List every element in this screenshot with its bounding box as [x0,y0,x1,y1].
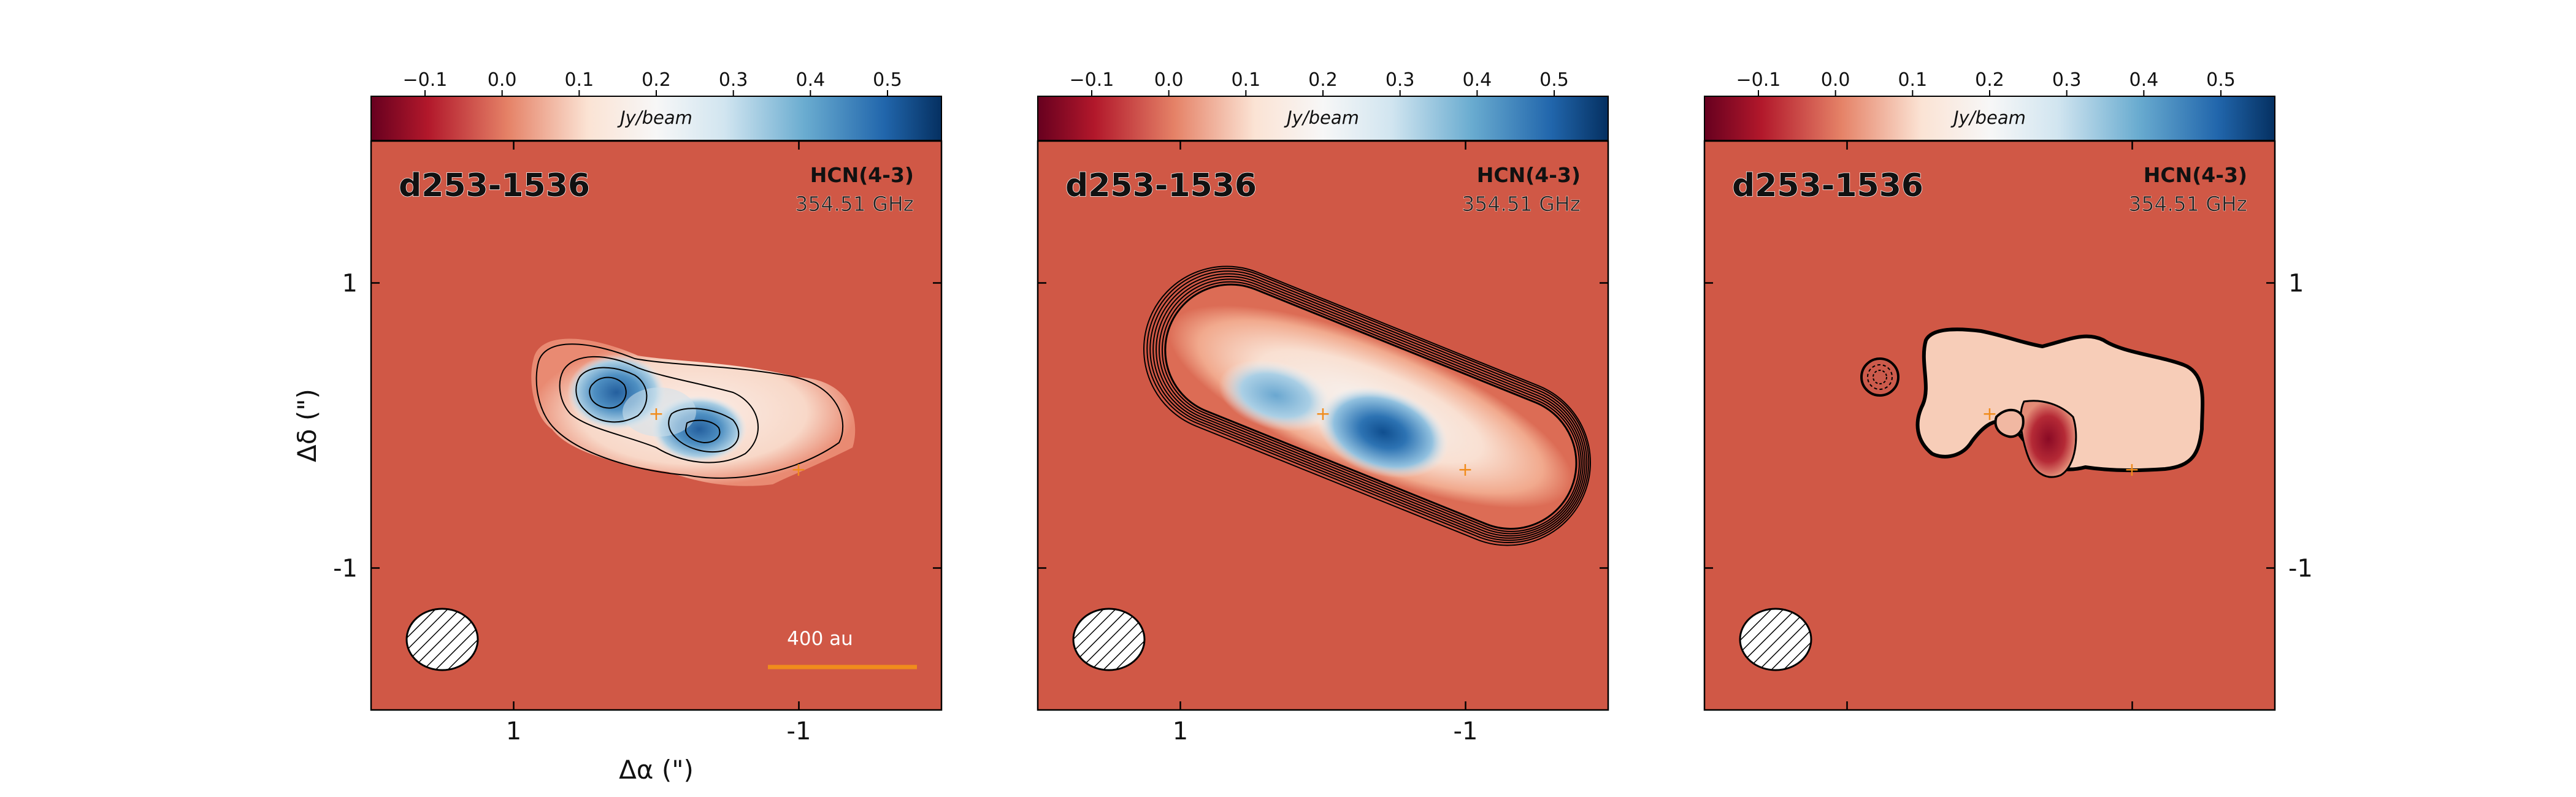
axis-ticks: 1 -1 [1704,141,2313,710]
colorbar-tick-label: −0.1 [403,69,448,91]
source-name: d253-1536 [1732,167,1923,204]
emission-map [531,338,856,486]
colorbar [1704,96,2275,141]
star-marker: + [791,459,806,481]
colorbar-tick-label: 0.5 [2206,69,2236,91]
contour [559,356,759,463]
star-marker: + [1457,459,1473,481]
colorbar-tick-label: −0.1 [1070,69,1114,91]
colorbar-tick-label: 0.3 [2052,69,2082,91]
line-name: HCN(4-3) [1477,163,1581,187]
colorbar-unit: Jy/beam [1284,107,1359,128]
x-tick-label: -1 [787,717,811,746]
residual-clump [1867,364,1893,390]
colorbar-tick-label: 0.0 [1821,69,1850,91]
residual-panel: −0.1 0.0 0.1 0.2 0.3 0.4 0.5 Jy/beam + + d253-… [1703,69,2313,711]
y-tick-label: -1 [2288,555,2313,583]
axis-ticks: 1 -1 [1038,141,1608,746]
line-name: HCN(4-3) [810,163,914,187]
plot-frame [1037,140,1609,711]
colorbar-ticks: −0.1 0.0 0.1 0.2 0.3 0.4 0.5 [1736,69,2236,96]
star-marker: + [1982,403,1997,425]
colorbar-tick-label: 0.4 [2129,69,2158,91]
colorbar-tick-label: 0.3 [1386,69,1415,91]
scale-bar-label: 400 au [787,628,853,650]
y-tick-label: 1 [2288,270,2304,298]
colorbar [1037,96,1609,141]
data-panel: −0.1 0.0 0.1 0.2 0.3 0.4 0.5 Jy/beam + + 400 a… [292,69,943,785]
y-tick-label: 1 [342,270,358,298]
emission-map [1143,265,1592,546]
colorbar-tick-label: 0.5 [1539,69,1569,91]
emission-map [1860,327,2205,478]
x-tick-label: 1 [506,717,521,746]
y-tick-label: -1 [333,555,358,583]
colorbar-tick-label: −0.1 [1736,69,1781,91]
contour [589,376,627,409]
model-panel: −0.1 0.0 0.1 0.2 0.3 0.4 0.5 Jy/beam + + [1037,69,1609,746]
contour [684,419,721,444]
source-name: d253-1536 [399,167,590,204]
line-frequency: 354.51 GHz [795,192,914,216]
colorbar-tick-label: 0.2 [642,69,671,91]
residual-clump [1860,357,1899,397]
colorbar-unit: Jy/beam [1950,107,2026,128]
colorbar-tick-label: 0.5 [873,69,902,91]
colorbar-tick-label: 0.1 [564,69,594,91]
plot-frame [370,140,943,711]
contour [668,408,740,453]
colorbar [370,96,942,141]
line-frequency: 354.51 GHz [1462,192,1581,216]
colorbar-tick-label: 0.0 [488,69,517,91]
contour-stack [1143,265,1592,546]
x-tick-label: 1 [1173,717,1188,746]
colorbar-tick-label: 0.2 [1308,69,1338,91]
star-marker: + [2124,459,2139,481]
x-tick-label: -1 [1454,717,1478,746]
beam-ellipse [405,608,479,671]
colorbar-unit: Jy/beam [617,107,692,128]
colorbar-tick-label: 0.1 [1898,69,1927,91]
colorbar-tick-label: 0.0 [1154,69,1184,91]
colorbar-ticks: −0.1 0.0 0.1 0.2 0.3 0.4 0.5 [1070,69,1569,96]
y-axis-label: Δδ (") [292,389,322,462]
colorbar-tick-label: 0.1 [1231,69,1260,91]
plot-frame [1703,140,2276,711]
x-axis-label: Δα (") [619,755,694,785]
contour [535,343,844,479]
line-frequency: 354.51 GHz [2128,192,2247,216]
source-name: d253-1536 [1065,167,1257,204]
colorbar-ticks: −0.1 0.0 0.1 0.2 0.3 0.4 0.5 [403,69,902,96]
star-marker: + [1315,403,1330,425]
star-marker: + [648,403,664,425]
contour [575,367,648,423]
colorbar-tick-label: 0.4 [1462,69,1492,91]
colorbar-tick-label: 0.2 [1975,69,2004,91]
colorbar-tick-label: 0.3 [719,69,748,91]
line-name: HCN(4-3) [2144,163,2247,187]
beam-ellipse [1072,608,1146,671]
residual-clump [1873,370,1887,384]
axis-ticks: 1 -1 1 -1 [333,141,941,746]
colorbar-tick-label: 0.4 [795,69,825,91]
beam-ellipse [1739,608,1812,671]
